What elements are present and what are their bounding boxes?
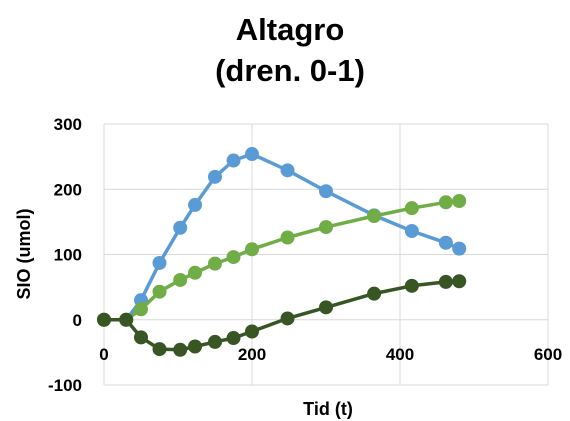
series-2-point [208,256,222,271]
x-tick-label: 200 [238,345,266,364]
series-3-point [134,330,148,345]
series-2-point [438,195,453,210]
series-3 [97,274,467,357]
chart-title-line-1: Altagro [236,12,345,47]
series-2 [97,193,467,327]
series-1-point [188,197,203,212]
x-tick-label: 600 [534,345,562,364]
series-2-point [404,201,419,216]
series-2-point [452,193,467,208]
chart-title-line-2: (dren. 0-1) [215,53,365,88]
series-1-point [208,169,222,184]
series-3-point [452,274,467,289]
y-tick-label: 100 [54,246,82,265]
series-3-point [119,312,134,327]
series-3-point [188,339,203,354]
series-3-point [367,286,382,301]
series-2-point [152,284,167,299]
series-3-point [245,324,259,339]
series-3-point [173,342,188,357]
series-3-point [404,278,419,293]
y-tick-label: 300 [54,115,82,134]
series-3-point [226,331,241,346]
series-1-point [404,224,419,239]
series-2-point [319,220,333,235]
series-1-point [319,184,333,199]
series-2-point [188,265,203,280]
series-3-point [438,274,453,289]
series-layer [97,147,467,357]
series-2-point [367,209,382,224]
series-3-point [280,311,295,326]
tick-labels: -100 0 100 200 300 0 200 400 600 [48,115,562,395]
y-tick-label: 0 [73,311,82,330]
series-1-point [280,163,295,178]
series-3-point [152,342,167,357]
x-axis-label: Tid (t) [303,399,353,419]
y-tick-label: -100 [48,376,82,395]
x-tick-label: 0 [99,345,108,364]
series-3-point [319,300,333,315]
series-1-point [245,147,259,162]
series-2-point [173,272,188,287]
series-2-point [134,302,148,317]
y-tick-label: 200 [54,180,82,199]
series-2-point [245,242,259,257]
series-1-point [173,220,188,235]
series-1-point [438,235,453,250]
y-axis-label: SIO (umol) [14,209,34,300]
series-2-point [226,250,241,265]
series-2-point [280,230,295,245]
series-1-point [152,255,167,270]
gridlines [103,123,549,386]
series-1-point [226,153,241,168]
series-3-point [208,334,222,349]
series-1-point [452,241,467,256]
series-3-point [97,312,111,327]
x-tick-label: 400 [386,345,414,364]
